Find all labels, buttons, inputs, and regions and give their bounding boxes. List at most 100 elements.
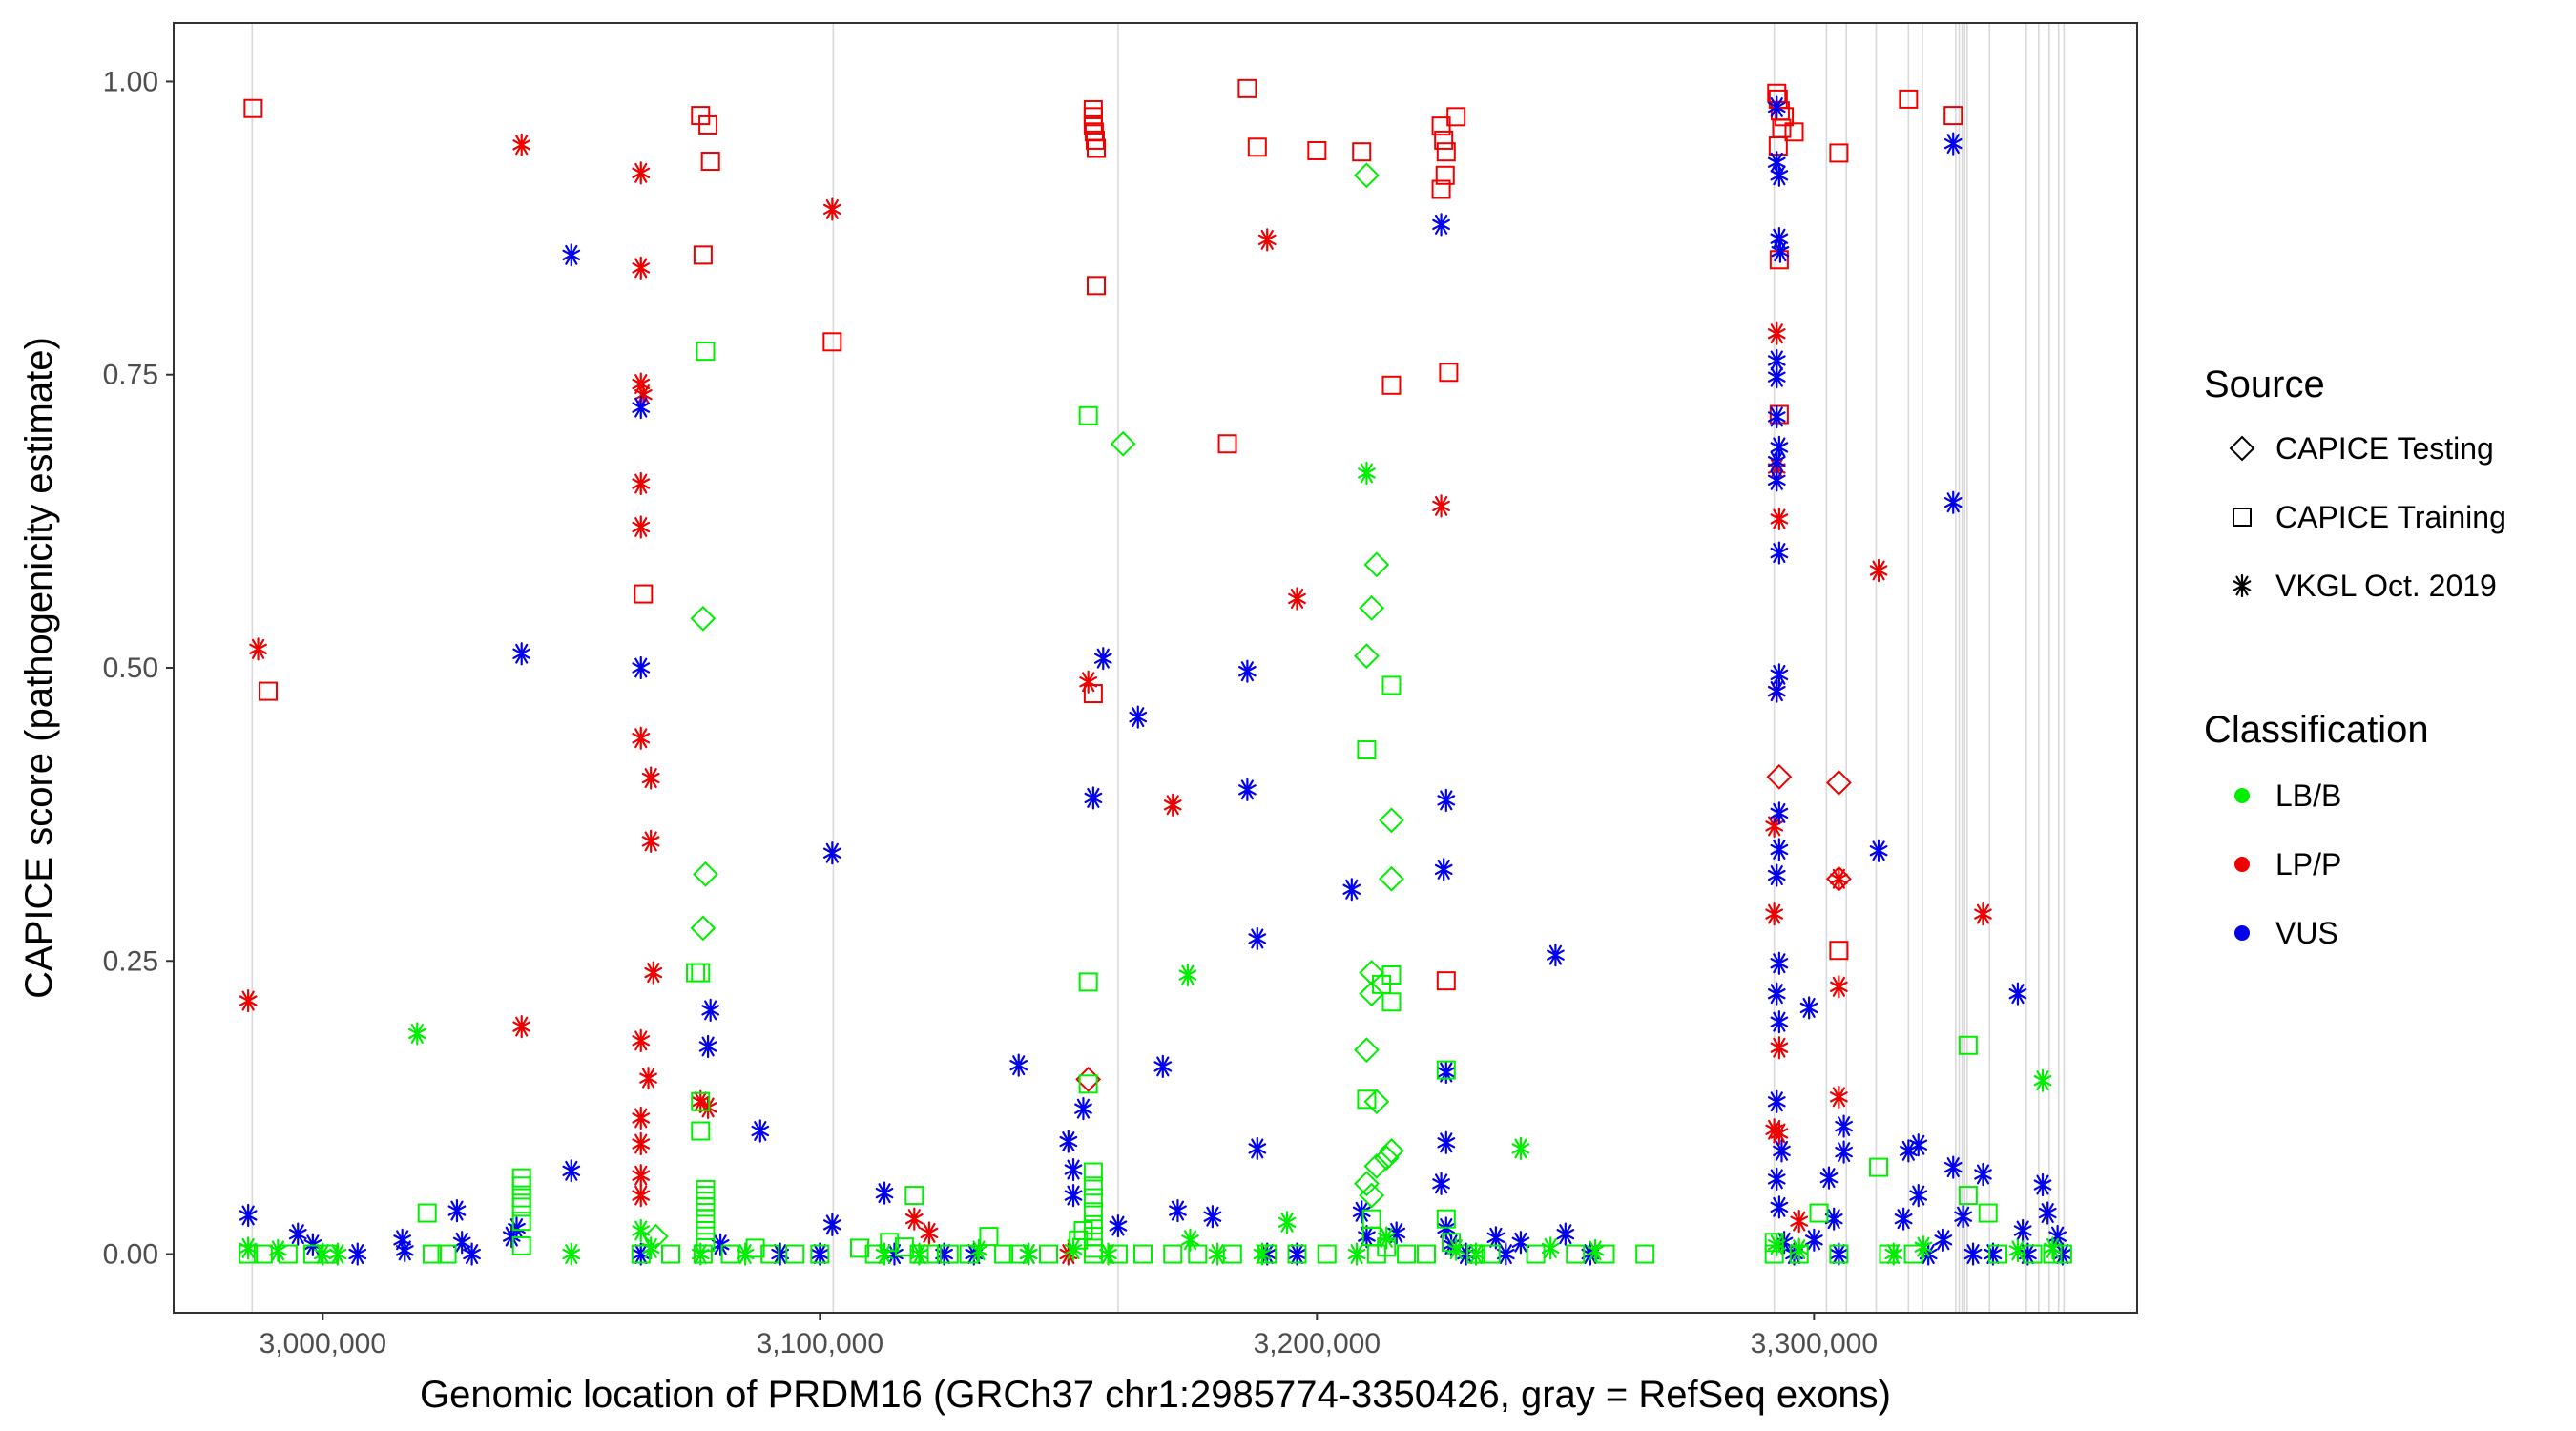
data-point — [328, 1242, 347, 1266]
data-point — [1804, 1228, 1823, 1252]
data-point — [1432, 1172, 1450, 1195]
data-point — [1768, 136, 1788, 156]
data-point — [288, 1222, 307, 1246]
data-point — [1009, 1053, 1028, 1077]
data-point — [701, 998, 720, 1022]
data-point — [1163, 1244, 1183, 1264]
data-point — [939, 1244, 959, 1264]
data-point — [1943, 1155, 1963, 1179]
data-point — [1829, 143, 1849, 163]
data-point — [1257, 1242, 1277, 1266]
data-point — [1770, 541, 1789, 565]
data-point — [512, 1015, 531, 1039]
data-point — [751, 1119, 770, 1143]
data-point — [1481, 1244, 1501, 1264]
data-point — [1434, 858, 1453, 881]
data-point — [1078, 405, 1098, 425]
data-point — [693, 861, 718, 887]
x-tick-label: 3,000,000 — [260, 1328, 386, 1359]
data-point — [1869, 1157, 1889, 1177]
data-point — [1899, 1139, 1918, 1163]
data-point — [822, 841, 841, 865]
data-point — [1307, 140, 1327, 160]
data-point — [1437, 1130, 1456, 1154]
data-point — [1347, 1242, 1366, 1266]
legend-label: VKGL Oct. 2019 — [2275, 569, 2497, 603]
data-point — [690, 915, 717, 942]
legend-label: CAPICE Training — [2275, 500, 2506, 534]
data-point — [632, 1028, 651, 1052]
y-tick-label: 0.25 — [103, 945, 158, 977]
data-point — [1770, 801, 1789, 825]
data-point — [1132, 1244, 1153, 1264]
data-point — [1253, 1242, 1272, 1266]
data-point — [463, 1242, 481, 1266]
data-point — [1059, 1242, 1078, 1266]
data-point — [393, 1228, 412, 1252]
data-point — [1354, 643, 1380, 670]
data-point — [1899, 89, 1919, 109]
legend-key-dot — [2234, 788, 2250, 803]
data-point — [1078, 972, 1098, 992]
data-point — [1064, 1183, 1083, 1208]
data-point — [239, 988, 258, 1013]
data-point — [632, 471, 651, 496]
data-point — [1767, 1167, 1786, 1191]
data-point — [632, 161, 651, 185]
data-point — [1416, 1244, 1436, 1264]
data-point — [1809, 1203, 1829, 1223]
data-point — [822, 1213, 841, 1236]
data-point — [1486, 1226, 1506, 1250]
legend-key-dot — [2234, 857, 2250, 872]
data-point — [2008, 1238, 2027, 1262]
data-point — [269, 1238, 287, 1262]
data-point — [1083, 1176, 1103, 1196]
data-point — [1381, 675, 1402, 695]
data-point — [1397, 1244, 1417, 1264]
data-point — [1238, 778, 1257, 801]
data-point — [2043, 1244, 2063, 1264]
data-point — [736, 1242, 755, 1266]
data-point — [1432, 213, 1450, 237]
data-point — [1767, 1089, 1786, 1113]
data-point — [632, 372, 651, 396]
legend-label: CAPICE Testing — [2275, 431, 2494, 466]
data-point — [909, 1244, 929, 1264]
y-tick-label: 1.00 — [103, 66, 158, 97]
data-point — [1790, 1237, 1809, 1261]
data-point — [302, 1244, 322, 1264]
data-point — [1078, 1074, 1098, 1094]
data-point — [1767, 982, 1786, 1006]
data-point — [1943, 106, 1963, 126]
data-point — [642, 1223, 669, 1250]
data-point — [1770, 838, 1789, 861]
data-point — [1099, 1242, 1117, 1266]
data-point — [243, 98, 263, 118]
data-point — [1775, 107, 1795, 127]
data-point — [1442, 1233, 1461, 1256]
data-point — [395, 1238, 414, 1262]
legend-source-title: Source — [2204, 363, 2325, 405]
axes: 0.00 0.25 0.50 0.75 1.00 3,000,000 3,100,000 3,… — [103, 66, 1878, 1359]
data-point — [1357, 1089, 1377, 1110]
data-point — [253, 1244, 273, 1264]
data-point — [1789, 1244, 1809, 1264]
data-point — [1770, 163, 1789, 187]
data-point — [1943, 490, 1963, 514]
data-point — [1222, 1244, 1242, 1264]
data-point — [1038, 1244, 1058, 1264]
data-point — [239, 1236, 258, 1260]
data-point — [2023, 1244, 2043, 1264]
data-point — [1770, 435, 1789, 460]
data-point — [1083, 1214, 1103, 1234]
data-point — [313, 1242, 332, 1266]
data-point — [1784, 122, 1804, 142]
data-point — [1083, 1188, 1103, 1208]
data-point — [562, 243, 581, 267]
data-point — [696, 1220, 716, 1240]
data-point — [1830, 867, 1848, 891]
data-point — [2044, 1236, 2062, 1260]
data-point — [919, 1244, 939, 1264]
data-point — [632, 1183, 651, 1208]
